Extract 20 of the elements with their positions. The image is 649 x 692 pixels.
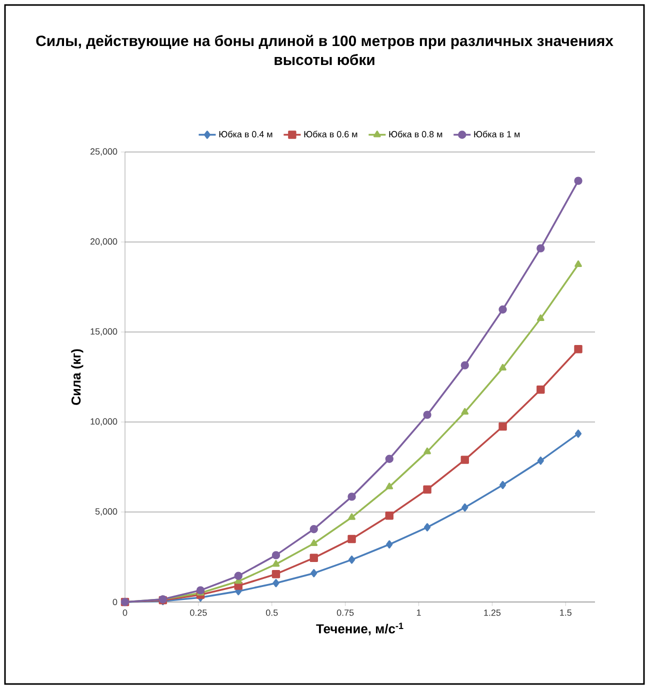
y-axis-title: Сила (кг) — [71, 349, 84, 405]
x-tick-label: 0.25 — [190, 610, 207, 616]
legend-label: Юбка в 0.8 м — [389, 130, 442, 138]
x-tick-label: 0 — [122, 610, 128, 616]
y-tick-label: 15,000 — [90, 328, 118, 336]
chart-title: Силы, действующие на боны длиной в 100 метров при различных значениях высоты юбки — [36, 34, 614, 66]
legend-label: Юбка в 0.4 м — [219, 130, 272, 138]
y-tick-label: 0 — [112, 598, 118, 606]
y-tick-label: 10,000 — [90, 418, 118, 426]
y-tick-label: 20,000 — [90, 238, 118, 246]
y-tick-label: 5,000 — [95, 508, 118, 516]
y-tick-label: 25,000 — [90, 148, 118, 156]
legend-label: Юбка в 0.6 м — [304, 130, 358, 138]
x-axis-title: Течение, м/с$^{-1}$ — [316, 622, 404, 636]
x-tick-label: 1.5 — [560, 610, 572, 616]
x-tick-label: 1 — [416, 610, 421, 616]
x-tick-label: 0.75 — [336, 610, 354, 616]
legend-label: Юбка в 1 м — [474, 130, 520, 138]
x-tick-label: 0.5 — [266, 610, 278, 616]
x-tick-label: 1.25 — [484, 610, 501, 616]
